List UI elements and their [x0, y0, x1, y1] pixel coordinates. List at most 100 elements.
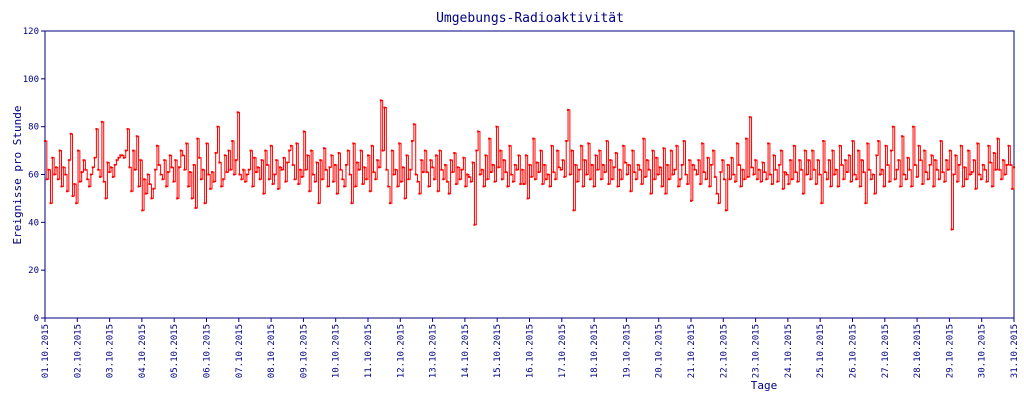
data-point	[910, 185, 913, 188]
data-point	[319, 159, 322, 162]
data-point	[308, 190, 311, 193]
data-point	[504, 171, 507, 174]
data-point	[400, 180, 403, 183]
data-point	[673, 168, 676, 171]
data-point	[97, 168, 100, 171]
data-point	[877, 140, 880, 143]
data-point	[267, 178, 270, 181]
data-point	[484, 154, 487, 157]
data-point	[478, 173, 481, 176]
data-point	[752, 173, 755, 176]
data-point	[917, 144, 920, 147]
data-point	[291, 163, 294, 166]
data-point	[198, 156, 201, 159]
data-point	[712, 149, 715, 152]
data-point	[165, 185, 168, 188]
data-point	[214, 151, 217, 154]
data-point	[857, 149, 860, 152]
x-tick-label: 05.10.2015	[170, 324, 180, 378]
data-point	[717, 202, 720, 205]
data-point	[633, 171, 636, 174]
data-point	[91, 166, 94, 169]
data-point	[466, 173, 469, 176]
data-point	[427, 185, 430, 188]
data-point	[730, 156, 733, 159]
data-point	[684, 173, 687, 176]
data-point	[662, 147, 665, 150]
data-point	[677, 185, 680, 188]
data-point	[978, 173, 981, 176]
data-point	[302, 130, 305, 133]
data-point	[706, 156, 709, 159]
data-point	[187, 185, 190, 188]
data-point	[137, 185, 140, 188]
data-point	[110, 166, 113, 169]
data-point	[524, 154, 527, 157]
data-point	[833, 173, 836, 176]
data-point	[71, 195, 74, 198]
data-point	[258, 178, 261, 181]
data-point	[233, 173, 236, 176]
data-point	[1009, 163, 1012, 166]
data-point	[100, 120, 103, 123]
data-point	[583, 159, 586, 162]
data-point	[638, 168, 641, 171]
data-point	[150, 197, 153, 200]
data-point	[398, 142, 401, 145]
data-point	[469, 180, 472, 183]
data-point	[875, 154, 878, 157]
x-tick-label: 02.10.2015	[73, 324, 83, 378]
data-point	[787, 183, 790, 186]
data-point	[464, 185, 467, 188]
data-point	[185, 142, 188, 145]
data-point	[985, 180, 988, 183]
data-point	[967, 149, 970, 152]
data-point	[912, 125, 915, 128]
data-point	[678, 178, 681, 181]
data-point	[284, 180, 287, 183]
data-point	[598, 149, 601, 152]
data-point	[510, 173, 513, 176]
data-point	[359, 149, 362, 152]
data-point	[174, 159, 177, 162]
data-point	[209, 187, 212, 190]
data-point	[95, 128, 98, 131]
data-point	[365, 178, 368, 181]
data-point	[486, 178, 489, 181]
data-point	[567, 108, 570, 111]
data-point	[229, 168, 232, 171]
data-point	[144, 192, 147, 195]
data-point	[868, 168, 871, 171]
data-point	[548, 185, 551, 188]
data-point	[392, 173, 395, 176]
data-point	[981, 163, 984, 166]
data-point	[383, 106, 386, 109]
x-tick-label: 30.10.2015	[978, 324, 988, 378]
data-point	[888, 180, 891, 183]
data-point	[449, 159, 452, 162]
data-point	[333, 163, 336, 166]
data-point	[825, 178, 828, 181]
data-point	[543, 163, 546, 166]
x-tick-label: 10.10.2015	[332, 324, 342, 378]
data-point	[772, 154, 775, 157]
data-point	[141, 209, 144, 212]
data-point	[811, 149, 814, 152]
data-point	[143, 178, 146, 181]
data-point	[73, 183, 76, 186]
data-point	[82, 159, 85, 162]
data-point	[183, 168, 186, 171]
data-point	[809, 178, 812, 181]
data-point	[368, 190, 371, 193]
data-point	[1001, 159, 1004, 162]
data-point	[649, 192, 652, 195]
data-point	[55, 166, 58, 169]
data-point	[737, 163, 740, 166]
x-tick-label: 04.10.2015	[138, 324, 148, 378]
data-point	[434, 154, 437, 157]
data-point	[88, 185, 91, 188]
data-point	[767, 142, 770, 145]
data-point	[211, 171, 214, 174]
data-point	[822, 140, 825, 143]
data-point	[376, 159, 379, 162]
